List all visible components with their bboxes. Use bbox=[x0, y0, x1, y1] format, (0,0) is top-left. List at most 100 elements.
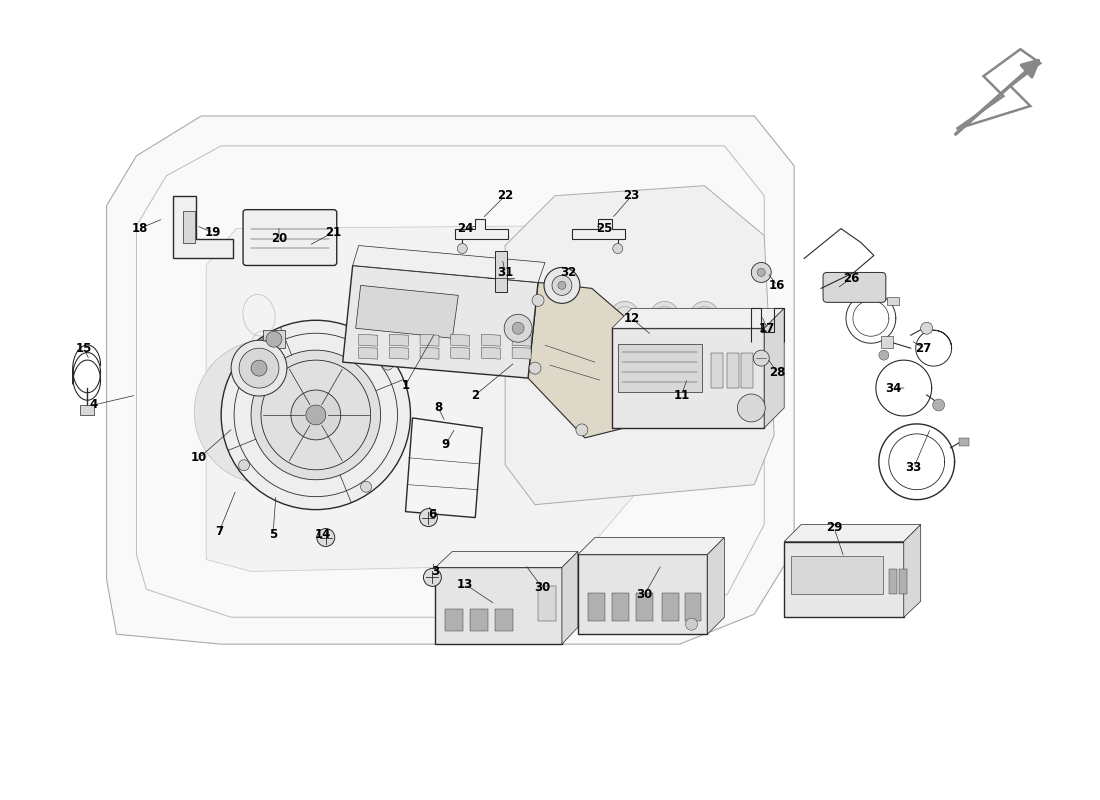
Circle shape bbox=[419, 509, 438, 526]
Text: 34: 34 bbox=[886, 382, 902, 394]
Bar bbox=[495, 610, 513, 631]
Text: 14: 14 bbox=[315, 528, 331, 541]
Text: 30: 30 bbox=[637, 588, 652, 601]
Polygon shape bbox=[420, 347, 439, 359]
Polygon shape bbox=[612, 328, 764, 428]
Polygon shape bbox=[451, 334, 470, 346]
Circle shape bbox=[879, 350, 889, 360]
Circle shape bbox=[613, 243, 623, 254]
Polygon shape bbox=[482, 347, 500, 359]
Text: 5: 5 bbox=[268, 528, 277, 541]
Polygon shape bbox=[505, 186, 774, 505]
Polygon shape bbox=[389, 347, 408, 359]
Circle shape bbox=[266, 331, 282, 347]
FancyBboxPatch shape bbox=[243, 210, 337, 266]
Text: 10: 10 bbox=[191, 451, 207, 464]
Circle shape bbox=[529, 362, 541, 374]
Bar bbox=[79, 405, 94, 415]
Circle shape bbox=[239, 460, 250, 470]
Polygon shape bbox=[784, 525, 921, 542]
Polygon shape bbox=[436, 567, 562, 644]
Circle shape bbox=[251, 350, 381, 480]
Text: 6: 6 bbox=[428, 508, 437, 521]
Circle shape bbox=[757, 269, 766, 277]
Circle shape bbox=[260, 338, 271, 349]
Circle shape bbox=[231, 340, 287, 396]
Text: 18: 18 bbox=[131, 222, 147, 235]
Bar bbox=[263, 330, 285, 348]
Text: 4: 4 bbox=[89, 398, 98, 411]
Polygon shape bbox=[612, 308, 784, 328]
Bar bbox=[612, 594, 629, 622]
Bar bbox=[636, 594, 652, 622]
Circle shape bbox=[221, 320, 410, 510]
Circle shape bbox=[195, 340, 338, 484]
Bar bbox=[495, 250, 507, 292]
Circle shape bbox=[458, 243, 468, 254]
Text: 16: 16 bbox=[769, 279, 785, 292]
Polygon shape bbox=[359, 347, 377, 359]
Circle shape bbox=[921, 322, 933, 334]
Circle shape bbox=[504, 314, 532, 342]
Bar bbox=[538, 586, 556, 622]
Text: 29: 29 bbox=[826, 521, 843, 534]
Text: 13: 13 bbox=[458, 578, 473, 591]
Text: 17: 17 bbox=[759, 322, 775, 334]
Circle shape bbox=[552, 275, 572, 295]
Circle shape bbox=[306, 405, 326, 425]
Polygon shape bbox=[513, 347, 531, 359]
Polygon shape bbox=[528, 282, 635, 438]
Text: 21: 21 bbox=[324, 226, 341, 239]
Circle shape bbox=[576, 424, 587, 436]
Polygon shape bbox=[174, 196, 233, 258]
FancyBboxPatch shape bbox=[823, 273, 886, 302]
Bar bbox=[587, 594, 605, 622]
Text: 19: 19 bbox=[205, 226, 221, 239]
Bar bbox=[899, 570, 906, 594]
Circle shape bbox=[513, 322, 524, 334]
Polygon shape bbox=[206, 226, 635, 571]
Polygon shape bbox=[406, 418, 482, 518]
Polygon shape bbox=[343, 266, 538, 378]
Bar bbox=[887, 298, 899, 306]
Circle shape bbox=[424, 569, 441, 586]
Polygon shape bbox=[904, 525, 921, 618]
Circle shape bbox=[933, 399, 945, 411]
Text: 8: 8 bbox=[434, 402, 442, 414]
Text: 1: 1 bbox=[402, 378, 409, 391]
Bar bbox=[446, 610, 463, 631]
Text: 26: 26 bbox=[843, 272, 859, 285]
Text: 24: 24 bbox=[458, 222, 473, 235]
Text: 11: 11 bbox=[673, 389, 690, 402]
Circle shape bbox=[737, 394, 766, 422]
Ellipse shape bbox=[650, 302, 679, 330]
Circle shape bbox=[317, 529, 334, 546]
Polygon shape bbox=[513, 334, 531, 346]
Polygon shape bbox=[359, 334, 377, 346]
Polygon shape bbox=[355, 286, 459, 338]
Text: 22: 22 bbox=[497, 190, 514, 202]
Text: 9: 9 bbox=[441, 438, 450, 451]
Bar bbox=[889, 570, 896, 594]
Polygon shape bbox=[455, 218, 508, 238]
Bar bbox=[618, 344, 703, 392]
Polygon shape bbox=[353, 246, 544, 282]
Text: 31: 31 bbox=[497, 266, 514, 279]
Polygon shape bbox=[451, 347, 470, 359]
Circle shape bbox=[251, 360, 267, 376]
Bar bbox=[741, 353, 754, 388]
Text: 12: 12 bbox=[624, 312, 640, 325]
Polygon shape bbox=[784, 542, 904, 618]
Bar bbox=[471, 610, 488, 631]
Bar bbox=[661, 594, 679, 622]
Text: 30: 30 bbox=[534, 581, 550, 594]
Polygon shape bbox=[562, 551, 578, 644]
Text: 27: 27 bbox=[915, 342, 932, 354]
Text: 20: 20 bbox=[271, 232, 287, 245]
Polygon shape bbox=[436, 551, 578, 567]
Circle shape bbox=[382, 359, 393, 370]
Polygon shape bbox=[389, 334, 408, 346]
Text: 32: 32 bbox=[560, 266, 576, 279]
Bar bbox=[184, 210, 195, 242]
Ellipse shape bbox=[691, 302, 718, 330]
